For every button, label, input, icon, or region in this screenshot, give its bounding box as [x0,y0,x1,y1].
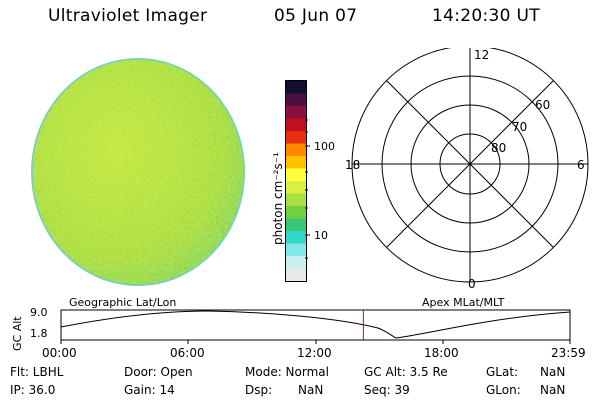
mlt-label-18: 18 [345,158,360,172]
lat-label-70: 70 [512,120,527,134]
colorbar [285,80,307,282]
mode-status: Mode: Normal [245,365,329,379]
mlt-label-6: 6 [577,158,585,172]
x-tick-label-4: 23:59 [551,346,586,360]
polar-plot: 12 18 6 0 60 70 80 [345,48,589,291]
x-tick-label-0: 00:00 [42,346,77,360]
date-label: 05 Jun 07 [274,6,358,26]
filter-status: Flt: LBHL [10,365,64,379]
lat-label-60: 60 [535,98,550,112]
timeline-y-tick-min: 1.8 [30,327,48,340]
seq-status: Seq: 39 [364,383,410,397]
x-tick-label-1: 06:00 [170,346,205,360]
instrument-title: Ultraviolet Imager [48,6,208,26]
timeline-y-tick-max: 9.0 [30,306,48,319]
dsp-status-value: NaN [298,383,324,397]
glat-status-value: NaN [540,365,566,379]
disk-texture [31,58,245,286]
colorbar-unit-label: photon cm⁻²s⁻¹ [271,152,285,245]
glon-status-value: NaN [540,383,566,397]
gain-status: Gain: 14 [124,383,175,397]
timeline-axis-title: GC Alt [11,316,24,351]
uv-earth-image [31,58,245,286]
timeline-plot [60,309,571,344]
altitude-curve [60,310,571,339]
ip-status: IP: 36.0 [10,383,56,397]
mlt-label-0: 0 [468,277,476,291]
dsp-status-label: Dsp: [245,383,273,397]
time-label: 14:20:30 UT [432,6,540,26]
lat-label-80: 80 [491,141,506,155]
glon-status-label: GLon: [486,383,521,397]
colorbar-label-100: 100 [314,140,335,153]
colorbar-label-10: 10 [314,229,328,242]
timeline-right-title: Apex MLat/MLT [422,296,505,309]
polar-diagonal-2 [386,80,554,248]
glat-status-label: GLat: [486,365,519,379]
timeline-left-title: Geographic Lat/Lon [69,296,177,309]
gc-alt-status: GC Alt: 3.5 Re [364,365,448,379]
timeline-frame [60,309,571,341]
door-status: Door: Open [124,365,193,379]
colorbar-ticks [305,119,310,259]
disk-limb [31,58,245,286]
mlt-label-12: 12 [474,48,489,62]
x-tick-label-3: 18:00 [424,346,459,360]
x-tick-label-2: 12:00 [297,346,332,360]
